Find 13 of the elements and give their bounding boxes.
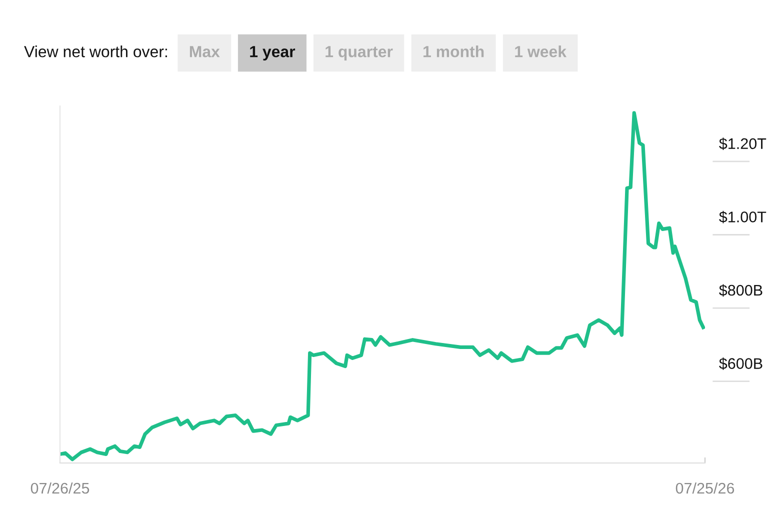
y-tick-label: $1.00T [719,210,766,224]
text: View net worth over: [24,46,167,58]
text: Max [190,46,220,58]
y-tick-label: $600B [719,358,762,370]
text: 1 week [515,46,567,58]
y-tick-label: $800B [719,284,762,297]
x-tick-label: 07/26/25 [30,482,90,494]
x-tick-label: 07/25/26 [676,482,734,494]
text: 1 month [424,46,484,58]
text: 1 quarter [326,46,393,60]
y-tick-label: $1.20T [719,138,766,150]
line-series [60,111,705,462]
text: 1 year [250,46,296,60]
